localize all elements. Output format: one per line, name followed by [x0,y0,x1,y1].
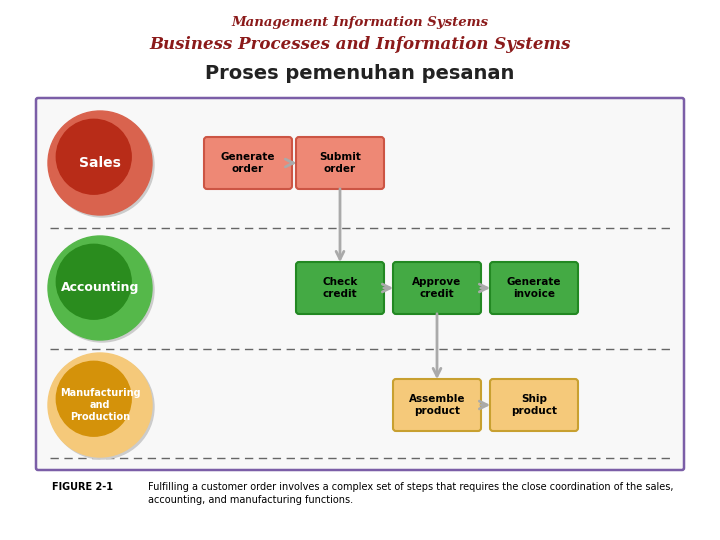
Text: Sales: Sales [79,156,121,170]
Text: Proses pemenuhan pesanan: Proses pemenuhan pesanan [205,64,515,83]
Text: Generate
invoice: Generate invoice [507,277,562,299]
Circle shape [50,355,154,459]
Circle shape [50,113,154,217]
Circle shape [56,361,131,436]
Circle shape [48,353,152,457]
Text: Ship
product: Ship product [511,394,557,416]
Text: Approve
credit: Approve credit [413,277,462,299]
Text: FIGURE 2-1: FIGURE 2-1 [52,482,113,492]
Text: Business Processes and Information Systems: Business Processes and Information Syste… [149,36,571,53]
FancyBboxPatch shape [296,137,384,189]
FancyBboxPatch shape [490,262,578,314]
Circle shape [56,119,131,194]
FancyBboxPatch shape [204,137,292,189]
FancyBboxPatch shape [490,379,578,431]
FancyBboxPatch shape [36,98,684,470]
Text: Management Information Systems: Management Information Systems [231,16,489,29]
Text: Check
credit: Check credit [323,277,358,299]
Circle shape [56,244,131,319]
FancyBboxPatch shape [393,379,481,431]
Circle shape [50,238,154,342]
Text: Submit
order: Submit order [319,152,361,174]
Text: Assemble
product: Assemble product [409,394,465,416]
Circle shape [48,111,152,215]
FancyBboxPatch shape [296,262,384,314]
Text: Fulfilling a customer order involves a complex set of steps that requires the cl: Fulfilling a customer order involves a c… [148,482,673,505]
FancyBboxPatch shape [393,262,481,314]
Text: Accounting: Accounting [60,281,139,294]
Text: Manufacturing
and
Production: Manufacturing and Production [60,388,140,422]
Text: Generate
order: Generate order [221,152,275,174]
Circle shape [48,236,152,340]
